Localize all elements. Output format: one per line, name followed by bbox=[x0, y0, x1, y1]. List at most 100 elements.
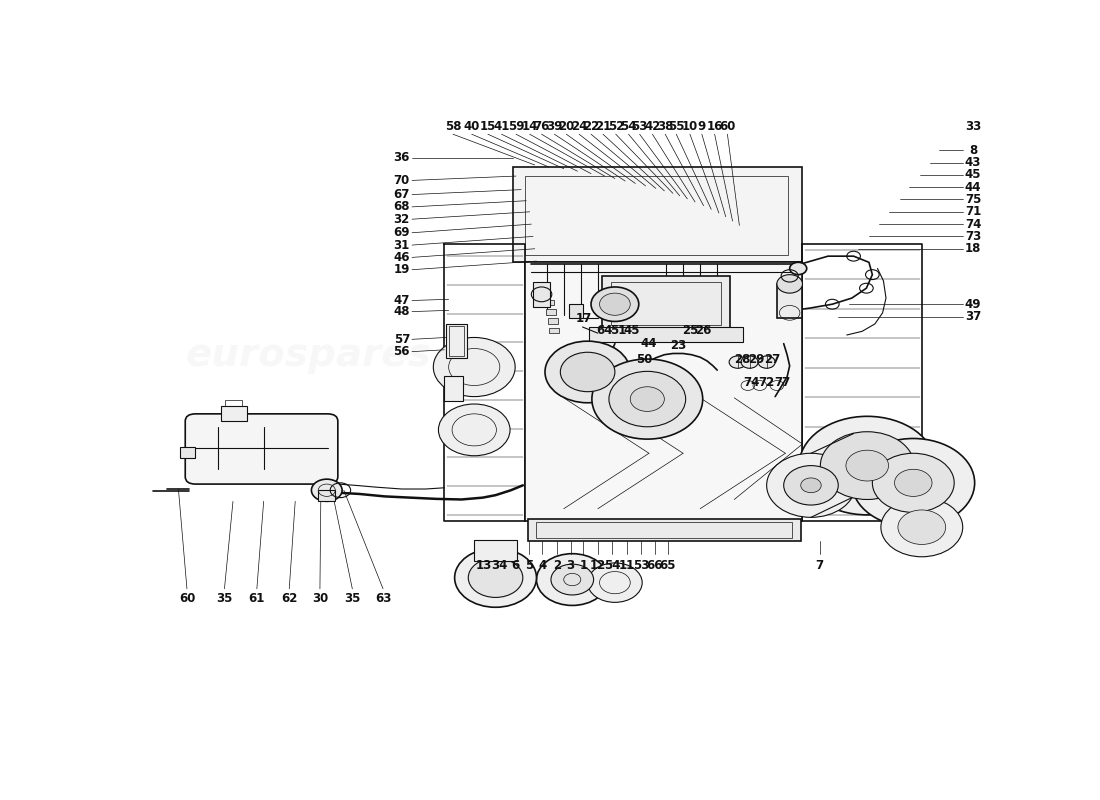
Circle shape bbox=[609, 371, 685, 426]
Text: 33: 33 bbox=[965, 120, 981, 134]
Text: 1: 1 bbox=[580, 559, 587, 572]
Bar bbox=[590, 327, 742, 342]
Text: 14: 14 bbox=[521, 120, 538, 134]
Text: 52: 52 bbox=[607, 120, 624, 134]
Circle shape bbox=[821, 432, 914, 499]
Bar bbox=[528, 519, 801, 541]
FancyBboxPatch shape bbox=[185, 414, 338, 484]
Bar bbox=[444, 376, 463, 401]
Text: 22: 22 bbox=[583, 120, 600, 134]
Circle shape bbox=[846, 450, 889, 481]
Text: 56: 56 bbox=[394, 345, 410, 358]
Circle shape bbox=[767, 454, 856, 518]
Circle shape bbox=[894, 470, 932, 496]
Circle shape bbox=[592, 359, 703, 439]
Bar bbox=[777, 284, 803, 318]
Text: 42: 42 bbox=[645, 120, 661, 134]
Circle shape bbox=[851, 438, 975, 527]
Circle shape bbox=[600, 293, 630, 315]
Text: 47: 47 bbox=[394, 294, 410, 307]
Text: 21: 21 bbox=[595, 120, 612, 134]
Text: 12: 12 bbox=[590, 559, 606, 572]
Text: 28: 28 bbox=[735, 353, 751, 366]
Text: 68: 68 bbox=[394, 200, 410, 214]
Text: 9: 9 bbox=[697, 120, 706, 134]
Text: 63: 63 bbox=[375, 591, 392, 605]
Text: 73: 73 bbox=[965, 230, 981, 243]
Text: 44: 44 bbox=[965, 181, 981, 194]
Text: 76: 76 bbox=[534, 120, 550, 134]
Circle shape bbox=[544, 341, 630, 402]
Circle shape bbox=[758, 356, 776, 368]
Text: 55: 55 bbox=[668, 120, 684, 134]
Circle shape bbox=[729, 356, 746, 368]
Text: 65: 65 bbox=[660, 559, 676, 572]
Text: 64: 64 bbox=[596, 323, 613, 337]
Text: 4: 4 bbox=[538, 559, 547, 572]
Text: 58: 58 bbox=[444, 120, 461, 134]
Text: 45: 45 bbox=[965, 168, 981, 182]
Text: 72: 72 bbox=[759, 376, 774, 389]
Circle shape bbox=[741, 356, 758, 368]
Bar bbox=[221, 406, 246, 422]
Circle shape bbox=[799, 416, 935, 515]
Text: 38: 38 bbox=[657, 120, 673, 134]
Text: 53: 53 bbox=[631, 120, 648, 134]
Text: 30: 30 bbox=[311, 591, 328, 605]
Text: 54: 54 bbox=[604, 559, 620, 572]
Circle shape bbox=[537, 554, 608, 606]
Text: 61: 61 bbox=[249, 591, 265, 605]
Bar bbox=[513, 167, 803, 262]
Circle shape bbox=[560, 352, 615, 392]
Text: 8: 8 bbox=[969, 144, 977, 157]
Text: 6: 6 bbox=[512, 559, 519, 572]
Bar bbox=[447, 324, 468, 358]
Circle shape bbox=[790, 262, 806, 274]
Circle shape bbox=[872, 454, 954, 513]
Text: 41: 41 bbox=[493, 120, 509, 134]
Bar bbox=[180, 447, 196, 458]
Circle shape bbox=[454, 548, 537, 607]
Text: 50: 50 bbox=[636, 353, 652, 366]
Text: 3: 3 bbox=[566, 559, 574, 572]
Circle shape bbox=[898, 510, 946, 545]
Text: 19: 19 bbox=[394, 263, 410, 276]
Circle shape bbox=[591, 287, 639, 322]
Text: 36: 36 bbox=[394, 151, 410, 164]
Bar bbox=[548, 318, 558, 324]
Text: 13: 13 bbox=[475, 559, 492, 572]
Bar bbox=[318, 490, 336, 502]
Circle shape bbox=[551, 564, 594, 595]
Text: 2: 2 bbox=[553, 559, 561, 572]
Text: 18: 18 bbox=[965, 242, 981, 255]
Bar bbox=[610, 282, 722, 325]
Text: 49: 49 bbox=[965, 298, 981, 310]
Text: 27: 27 bbox=[763, 353, 780, 366]
Text: 40: 40 bbox=[463, 120, 480, 134]
Text: 32: 32 bbox=[394, 213, 410, 226]
Text: 17: 17 bbox=[576, 313, 592, 326]
Text: 37: 37 bbox=[965, 310, 981, 323]
Text: 26: 26 bbox=[695, 323, 712, 337]
Circle shape bbox=[801, 478, 822, 493]
Text: 62: 62 bbox=[282, 591, 297, 605]
Text: 5: 5 bbox=[525, 559, 532, 572]
Circle shape bbox=[469, 558, 522, 598]
Circle shape bbox=[439, 404, 510, 456]
Text: 43: 43 bbox=[965, 156, 981, 169]
Text: 7: 7 bbox=[815, 559, 824, 572]
Text: 75: 75 bbox=[965, 193, 981, 206]
Text: 59: 59 bbox=[508, 120, 525, 134]
Text: 53: 53 bbox=[634, 559, 649, 572]
Bar bbox=[226, 400, 242, 406]
Text: 46: 46 bbox=[394, 251, 410, 264]
Circle shape bbox=[881, 498, 962, 557]
Text: 34: 34 bbox=[492, 559, 508, 572]
Text: 48: 48 bbox=[394, 305, 410, 318]
Bar bbox=[449, 326, 464, 356]
Circle shape bbox=[783, 466, 838, 505]
Text: 66: 66 bbox=[647, 559, 663, 572]
Text: eurospares: eurospares bbox=[543, 385, 789, 423]
Text: 24: 24 bbox=[571, 120, 587, 134]
Text: 54: 54 bbox=[620, 120, 637, 134]
